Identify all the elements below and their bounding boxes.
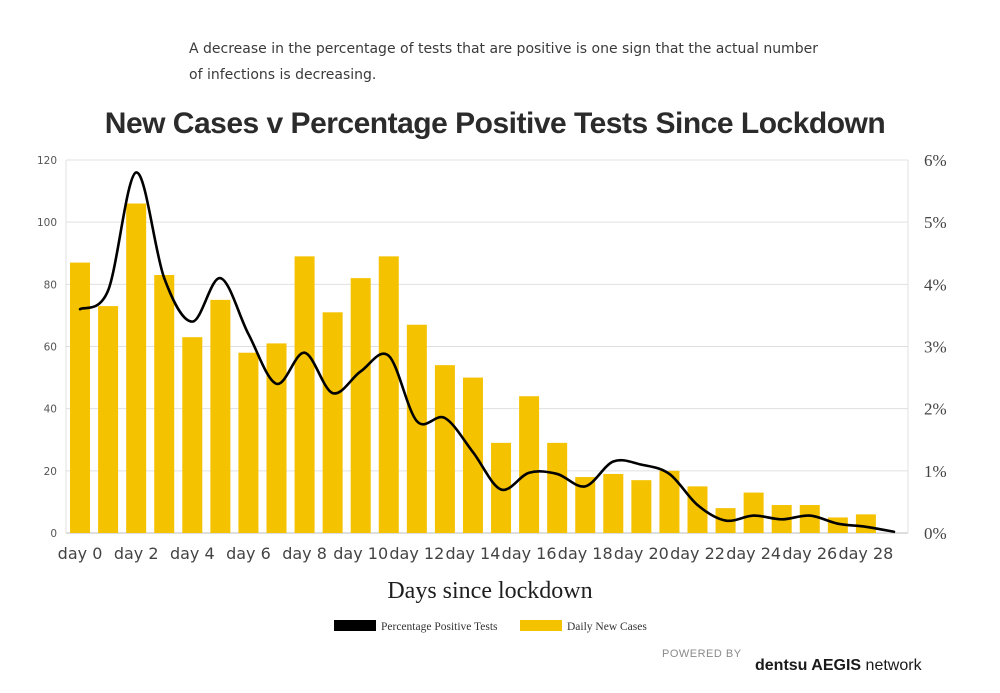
x-tick: day 26 [782,544,837,563]
chart-subtitle: A decrease in the percentage of tests th… [189,41,818,83]
x-axis-labels: day 0 day 2 day 4 day 6 day 8 day 10 day 12 day… [58,544,894,563]
x-tick: day 4 [170,544,215,563]
bar [603,473,624,533]
x-tick: day 0 [58,544,103,563]
bar [406,324,427,533]
x-tick: day 28 [838,544,893,563]
bar [631,480,652,533]
bar [154,275,175,533]
y-left-tick: 120 [37,155,57,167]
bar [799,505,820,533]
bar [687,486,708,533]
bar [126,203,147,533]
y-left-tick: 20 [44,466,57,478]
y-right-tick: 4% [924,275,947,294]
bar [462,377,483,533]
x-tick: day 12 [389,544,444,563]
bar [322,312,343,533]
x-tick: day 6 [226,544,271,563]
y-left-tick: 40 [44,404,57,416]
percentage-line [78,171,896,534]
brand-name: dentsu AEGIS [755,657,862,674]
bar [266,343,287,533]
gridlines [65,159,909,534]
powered-by-label: POWERED BY [662,648,742,660]
y-right-tick: 6% [924,151,947,170]
legend-label-line: Percentage Positive Tests [381,621,498,633]
y-right-tick: 0% [924,524,947,543]
x-tick: day 20 [614,544,669,563]
line-series [78,171,896,534]
bar [378,256,399,533]
y-left-tick: 0 [50,528,57,540]
x-tick: day 10 [333,544,388,563]
x-tick: day 14 [446,544,501,563]
x-tick: day 24 [726,544,781,563]
bar [434,365,455,533]
legend-label-bar: Daily New Cases [567,621,647,633]
y-left-tick: 80 [44,279,57,291]
bar [350,278,371,533]
bar [294,256,315,533]
x-tick: day 16 [502,544,557,563]
y-right-tick: 5% [924,213,947,232]
x-tick: day 22 [670,544,725,563]
right-axis-labels: 0% 1% 2% 3% 4% 5% 6% [924,151,947,543]
legend-swatch-line [334,620,376,631]
bar-series [70,203,876,533]
bar [238,352,259,533]
bar [210,299,231,533]
x-tick: day 2 [114,544,159,563]
y-left-tick: 60 [44,342,57,354]
bar [98,306,119,533]
legend: Percentage Positive Tests Daily New Case… [334,620,647,633]
x-axis-title: Days since lockdown [387,578,592,604]
bar [575,477,596,533]
bar [70,262,91,533]
x-tick: day 18 [558,544,613,563]
bar [491,442,512,533]
brand-suffix: network [861,657,922,674]
bar [519,396,540,533]
bar [855,514,876,533]
legend-swatch-bar [520,620,562,631]
y-left-tick: 100 [37,217,57,229]
left-axis-labels: 0 20 40 60 80 100 120 [37,155,57,540]
y-right-tick: 1% [924,462,947,481]
bar [743,492,764,533]
y-right-tick: 3% [924,338,947,357]
bar [547,442,568,533]
bar [182,337,203,533]
chart-title: New Cases v Percentage Positive Tests Si… [104,107,886,140]
bar [659,470,680,533]
x-tick: day 8 [282,544,327,563]
y-right-tick: 2% [924,400,947,419]
brand-logo: dentsu AEGIS network [755,657,922,675]
